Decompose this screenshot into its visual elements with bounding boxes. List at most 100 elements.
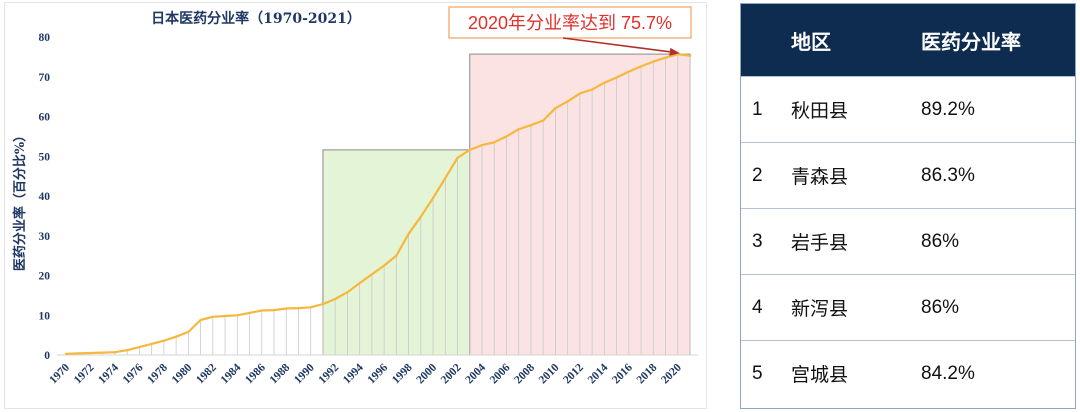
y-tick-label: 80 xyxy=(39,32,51,44)
data-point xyxy=(175,335,178,338)
data-point xyxy=(162,339,165,342)
data-point xyxy=(150,342,153,345)
x-tick-label: 1992 xyxy=(317,361,342,386)
x-tick-label: 2004 xyxy=(463,361,488,386)
x-tick-label: 1990 xyxy=(292,361,317,386)
data-point xyxy=(64,352,68,355)
data-point xyxy=(77,352,80,355)
x-tick-label: 2006 xyxy=(488,361,513,386)
data-point xyxy=(603,81,606,84)
data-point xyxy=(554,107,557,110)
row-rank: 5 xyxy=(752,362,763,384)
drop-lines xyxy=(65,54,691,355)
x-axis-ticks: 1970 1972 1974 1976 1978 1980 1982 1984 1986 1988… xyxy=(47,361,684,386)
data-point xyxy=(407,232,410,235)
row-rank: 2 xyxy=(752,164,763,186)
y-axis-ticks: 0 10 20 30 40 50 60 70 80 xyxy=(39,32,51,362)
data-point xyxy=(480,144,484,147)
x-tick-label: 1972 xyxy=(72,361,97,386)
table-row: 3 岩手县 86% xyxy=(741,208,1075,274)
row-rank: 4 xyxy=(752,296,763,318)
row-rate: 89.2% xyxy=(921,98,975,120)
y-tick-label: 70 xyxy=(39,72,51,84)
x-tick-label: 1984 xyxy=(219,361,244,386)
row-rate: 86% xyxy=(921,230,960,252)
data-point xyxy=(383,264,386,267)
data-point xyxy=(138,345,141,349)
x-tick-label: 1978 xyxy=(145,361,170,386)
x-tick-label: 1982 xyxy=(194,361,219,386)
x-tick-label: 2016 xyxy=(610,361,635,386)
y-tick-label: 0 xyxy=(44,350,50,362)
data-point xyxy=(236,314,239,317)
x-tick-label: 2002 xyxy=(439,361,464,386)
data-point xyxy=(272,308,276,312)
x-tick-label: 2000 xyxy=(414,361,439,386)
data-point xyxy=(223,314,227,318)
data-point xyxy=(395,254,398,257)
data-point xyxy=(542,119,545,122)
data-point xyxy=(199,318,202,322)
row-region: 新泻县 xyxy=(791,299,849,320)
x-tick-label: 2014 xyxy=(586,361,611,386)
annotation-text: 2020年分业率达到 75.7% xyxy=(468,13,672,33)
data-point xyxy=(627,70,630,73)
annotation-box xyxy=(448,6,692,39)
x-tick-label: 1988 xyxy=(268,361,293,386)
data-point xyxy=(126,349,129,352)
table-row: 1 秋田县 89.2% xyxy=(741,76,1075,142)
data-point xyxy=(334,297,337,301)
data-point xyxy=(639,65,643,68)
x-tick-label: 1970 xyxy=(47,361,72,386)
x-tick-label: 2018 xyxy=(635,361,660,386)
line-chart: 日本医药分业率（1970-2021） 医药分业率（百分比%） 0 10 20 30 40… xyxy=(12,6,698,386)
x-tick-label: 2010 xyxy=(537,361,562,386)
data-point xyxy=(615,76,618,79)
y-tick-label: 10 xyxy=(39,310,51,322)
data-point xyxy=(431,196,435,200)
row-rate: 86% xyxy=(921,296,960,318)
table-row: 4 新泻县 86% xyxy=(741,274,1075,340)
data-point xyxy=(517,128,520,131)
x-tick-label: 1974 xyxy=(96,361,121,386)
data-point xyxy=(578,92,581,95)
table-header: 地区 医药分业率 xyxy=(741,4,1075,76)
row-rank: 3 xyxy=(752,230,763,252)
x-tick-label: 1994 xyxy=(341,361,366,386)
data-point xyxy=(456,156,459,159)
data-point xyxy=(260,309,263,312)
y-tick-label: 60 xyxy=(39,112,51,124)
data-point xyxy=(444,177,447,180)
row-rate: 84.2% xyxy=(921,362,975,384)
data-point xyxy=(419,215,422,218)
data-point xyxy=(652,60,655,63)
data-point xyxy=(505,135,508,138)
x-tick-label: 1980 xyxy=(170,361,195,386)
table-row: 5 宫城县 84.2% xyxy=(741,340,1075,406)
row-region: 岩手县 xyxy=(791,233,849,254)
region-rate-table: 地区 医药分业率 1 秋田县 89.2% 2 青森县 86.3% 3 岩手县 8… xyxy=(740,3,1076,409)
data-point xyxy=(211,315,214,318)
row-rank: 1 xyxy=(752,98,763,120)
data-point xyxy=(688,54,692,57)
y-tick-label: 20 xyxy=(39,271,51,283)
data-point xyxy=(664,56,667,59)
data-point xyxy=(370,273,373,276)
data-point xyxy=(529,124,533,127)
series-line xyxy=(64,52,692,355)
x-tick-label: 2020 xyxy=(659,361,684,386)
y-tick-label: 40 xyxy=(39,191,51,203)
data-point xyxy=(591,88,594,91)
annotation-arrowhead xyxy=(669,47,680,56)
header-region: 地区 xyxy=(791,31,831,54)
data-point xyxy=(101,351,104,354)
y-tick-label: 30 xyxy=(39,231,51,243)
data-point xyxy=(346,291,349,294)
x-tick-label: 1998 xyxy=(390,361,415,386)
data-point xyxy=(566,100,569,103)
y-axis-label: 医药分业率（百分比%） xyxy=(12,129,28,271)
x-tick-label: 1996 xyxy=(365,361,390,386)
row-region: 秋田县 xyxy=(791,101,849,122)
data-point xyxy=(493,141,496,144)
header-rate: 医药分业率 xyxy=(921,31,1021,54)
